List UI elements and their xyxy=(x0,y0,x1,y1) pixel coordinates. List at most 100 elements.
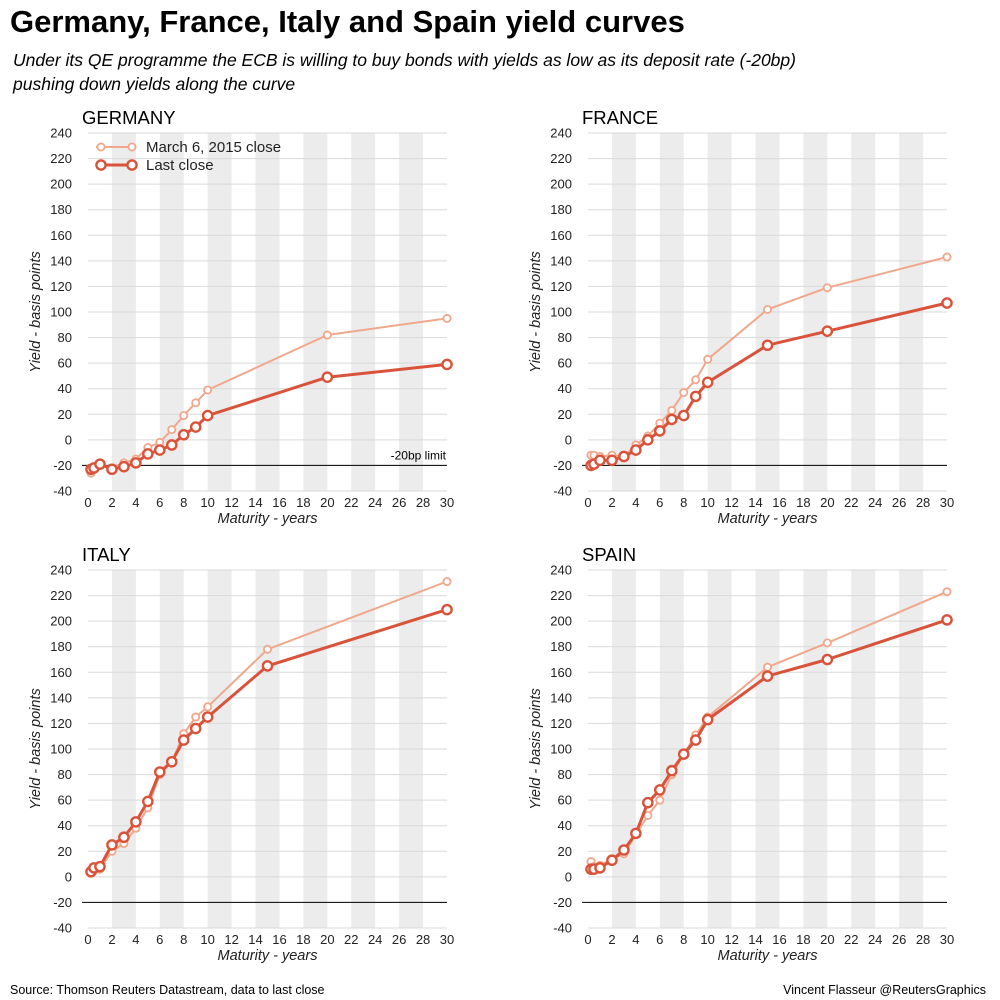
data-point xyxy=(630,444,642,456)
x-tick-label: 6 xyxy=(656,932,663,947)
data-point xyxy=(191,712,201,722)
y-tick-label: 140 xyxy=(550,690,572,705)
data-point xyxy=(689,734,702,746)
data-point xyxy=(942,587,952,597)
data-point xyxy=(177,734,190,746)
y-tick-label: 60 xyxy=(58,793,72,808)
data-point xyxy=(191,398,201,408)
data-point xyxy=(322,330,332,340)
data-point xyxy=(654,425,666,437)
subtitle-line-1: Under its QE programme the ECB is willin… xyxy=(13,50,796,70)
data-point xyxy=(142,448,154,460)
data-point xyxy=(441,358,453,371)
y-tick-label: -20 xyxy=(53,458,72,473)
data-point xyxy=(822,283,832,293)
data-point xyxy=(667,405,677,415)
data-point xyxy=(262,644,272,654)
data-point xyxy=(177,428,190,441)
data-point xyxy=(130,816,142,828)
y-tick-label: 240 xyxy=(550,563,572,578)
data-point xyxy=(106,839,118,851)
data-point xyxy=(665,413,678,426)
legend-swatch-marker xyxy=(126,159,138,171)
y-tick-label: 220 xyxy=(50,151,72,166)
x-tick-label: 10 xyxy=(200,495,214,510)
y-tick-label: 60 xyxy=(558,793,572,808)
legend-swatch-marker xyxy=(96,142,106,152)
data-point xyxy=(130,457,142,469)
y-tick-label: 220 xyxy=(550,151,572,166)
data-point xyxy=(689,390,702,403)
x-tick-label: 14 xyxy=(748,932,762,947)
data-point xyxy=(165,439,178,451)
x-tick-label: 16 xyxy=(272,932,286,947)
x-tick-label: 24 xyxy=(368,495,382,510)
data-point xyxy=(763,304,773,314)
data-point xyxy=(106,463,118,476)
data-point xyxy=(941,297,953,309)
data-point xyxy=(203,702,213,712)
legend-swatch-marker xyxy=(127,142,137,152)
x-tick-label: 24 xyxy=(368,932,382,947)
x-tick-label: 4 xyxy=(632,495,639,510)
data-point xyxy=(821,653,834,666)
y-tick-label: 220 xyxy=(50,588,72,603)
data-point xyxy=(679,388,689,398)
y-axis-label: Yield - basis points xyxy=(28,251,44,372)
data-point xyxy=(179,411,189,421)
y-tick-label: 0 xyxy=(565,432,572,447)
data-point xyxy=(677,409,690,422)
x-tick-label: 16 xyxy=(772,932,786,947)
data-point xyxy=(822,638,832,648)
x-tick-label: 6 xyxy=(156,932,163,947)
y-tick-label: 160 xyxy=(50,228,72,243)
x-tick-label: 28 xyxy=(916,932,930,947)
data-point xyxy=(94,860,106,873)
data-point xyxy=(594,454,606,467)
chart-france: -40-200204060801001201401601802002202400… xyxy=(528,107,954,527)
data-point xyxy=(606,854,618,867)
y-tick-label: 180 xyxy=(50,202,72,217)
legend-swatch-marker xyxy=(95,159,107,171)
data-point xyxy=(763,662,773,672)
y-tick-label: -40 xyxy=(53,484,72,499)
x-tick-label: 26 xyxy=(892,932,906,947)
y-tick-label: -20 xyxy=(53,895,72,910)
data-point xyxy=(203,385,213,395)
x-tick-label: 26 xyxy=(392,932,406,947)
x-tick-label: 24 xyxy=(868,495,882,510)
chart-title: GERMANY xyxy=(82,107,176,128)
y-tick-label: 40 xyxy=(558,381,572,396)
x-axis-label: Maturity - years xyxy=(218,948,318,964)
data-point xyxy=(701,376,714,389)
x-tick-label: 30 xyxy=(440,495,454,510)
y-tick-label: 120 xyxy=(550,279,572,294)
data-point xyxy=(942,252,952,262)
x-tick-label: 12 xyxy=(724,495,738,510)
y-tick-label: 240 xyxy=(50,126,72,141)
x-tick-label: 0 xyxy=(584,495,591,510)
x-tick-label: 8 xyxy=(180,932,187,947)
data-point xyxy=(665,764,678,777)
y-tick-label: -40 xyxy=(553,921,572,936)
x-tick-label: 18 xyxy=(296,932,310,947)
x-tick-label: 20 xyxy=(320,932,334,947)
chart-germany: -40-200204060801001201401601802002202400… xyxy=(28,107,454,527)
x-tick-label: 20 xyxy=(320,495,334,510)
x-tick-label: 30 xyxy=(940,932,954,947)
data-point xyxy=(118,831,130,844)
data-point xyxy=(761,339,774,352)
y-tick-label: 0 xyxy=(565,869,572,884)
data-point xyxy=(821,325,834,337)
x-tick-label: 26 xyxy=(392,495,406,510)
x-tick-label: 2 xyxy=(608,495,615,510)
x-tick-label: 10 xyxy=(700,495,714,510)
x-tick-label: 2 xyxy=(108,932,115,947)
y-tick-label: 20 xyxy=(558,844,572,859)
y-tick-label: 0 xyxy=(65,869,72,884)
y-tick-label: 100 xyxy=(50,742,72,757)
data-point xyxy=(594,862,606,874)
data-point xyxy=(442,577,452,587)
